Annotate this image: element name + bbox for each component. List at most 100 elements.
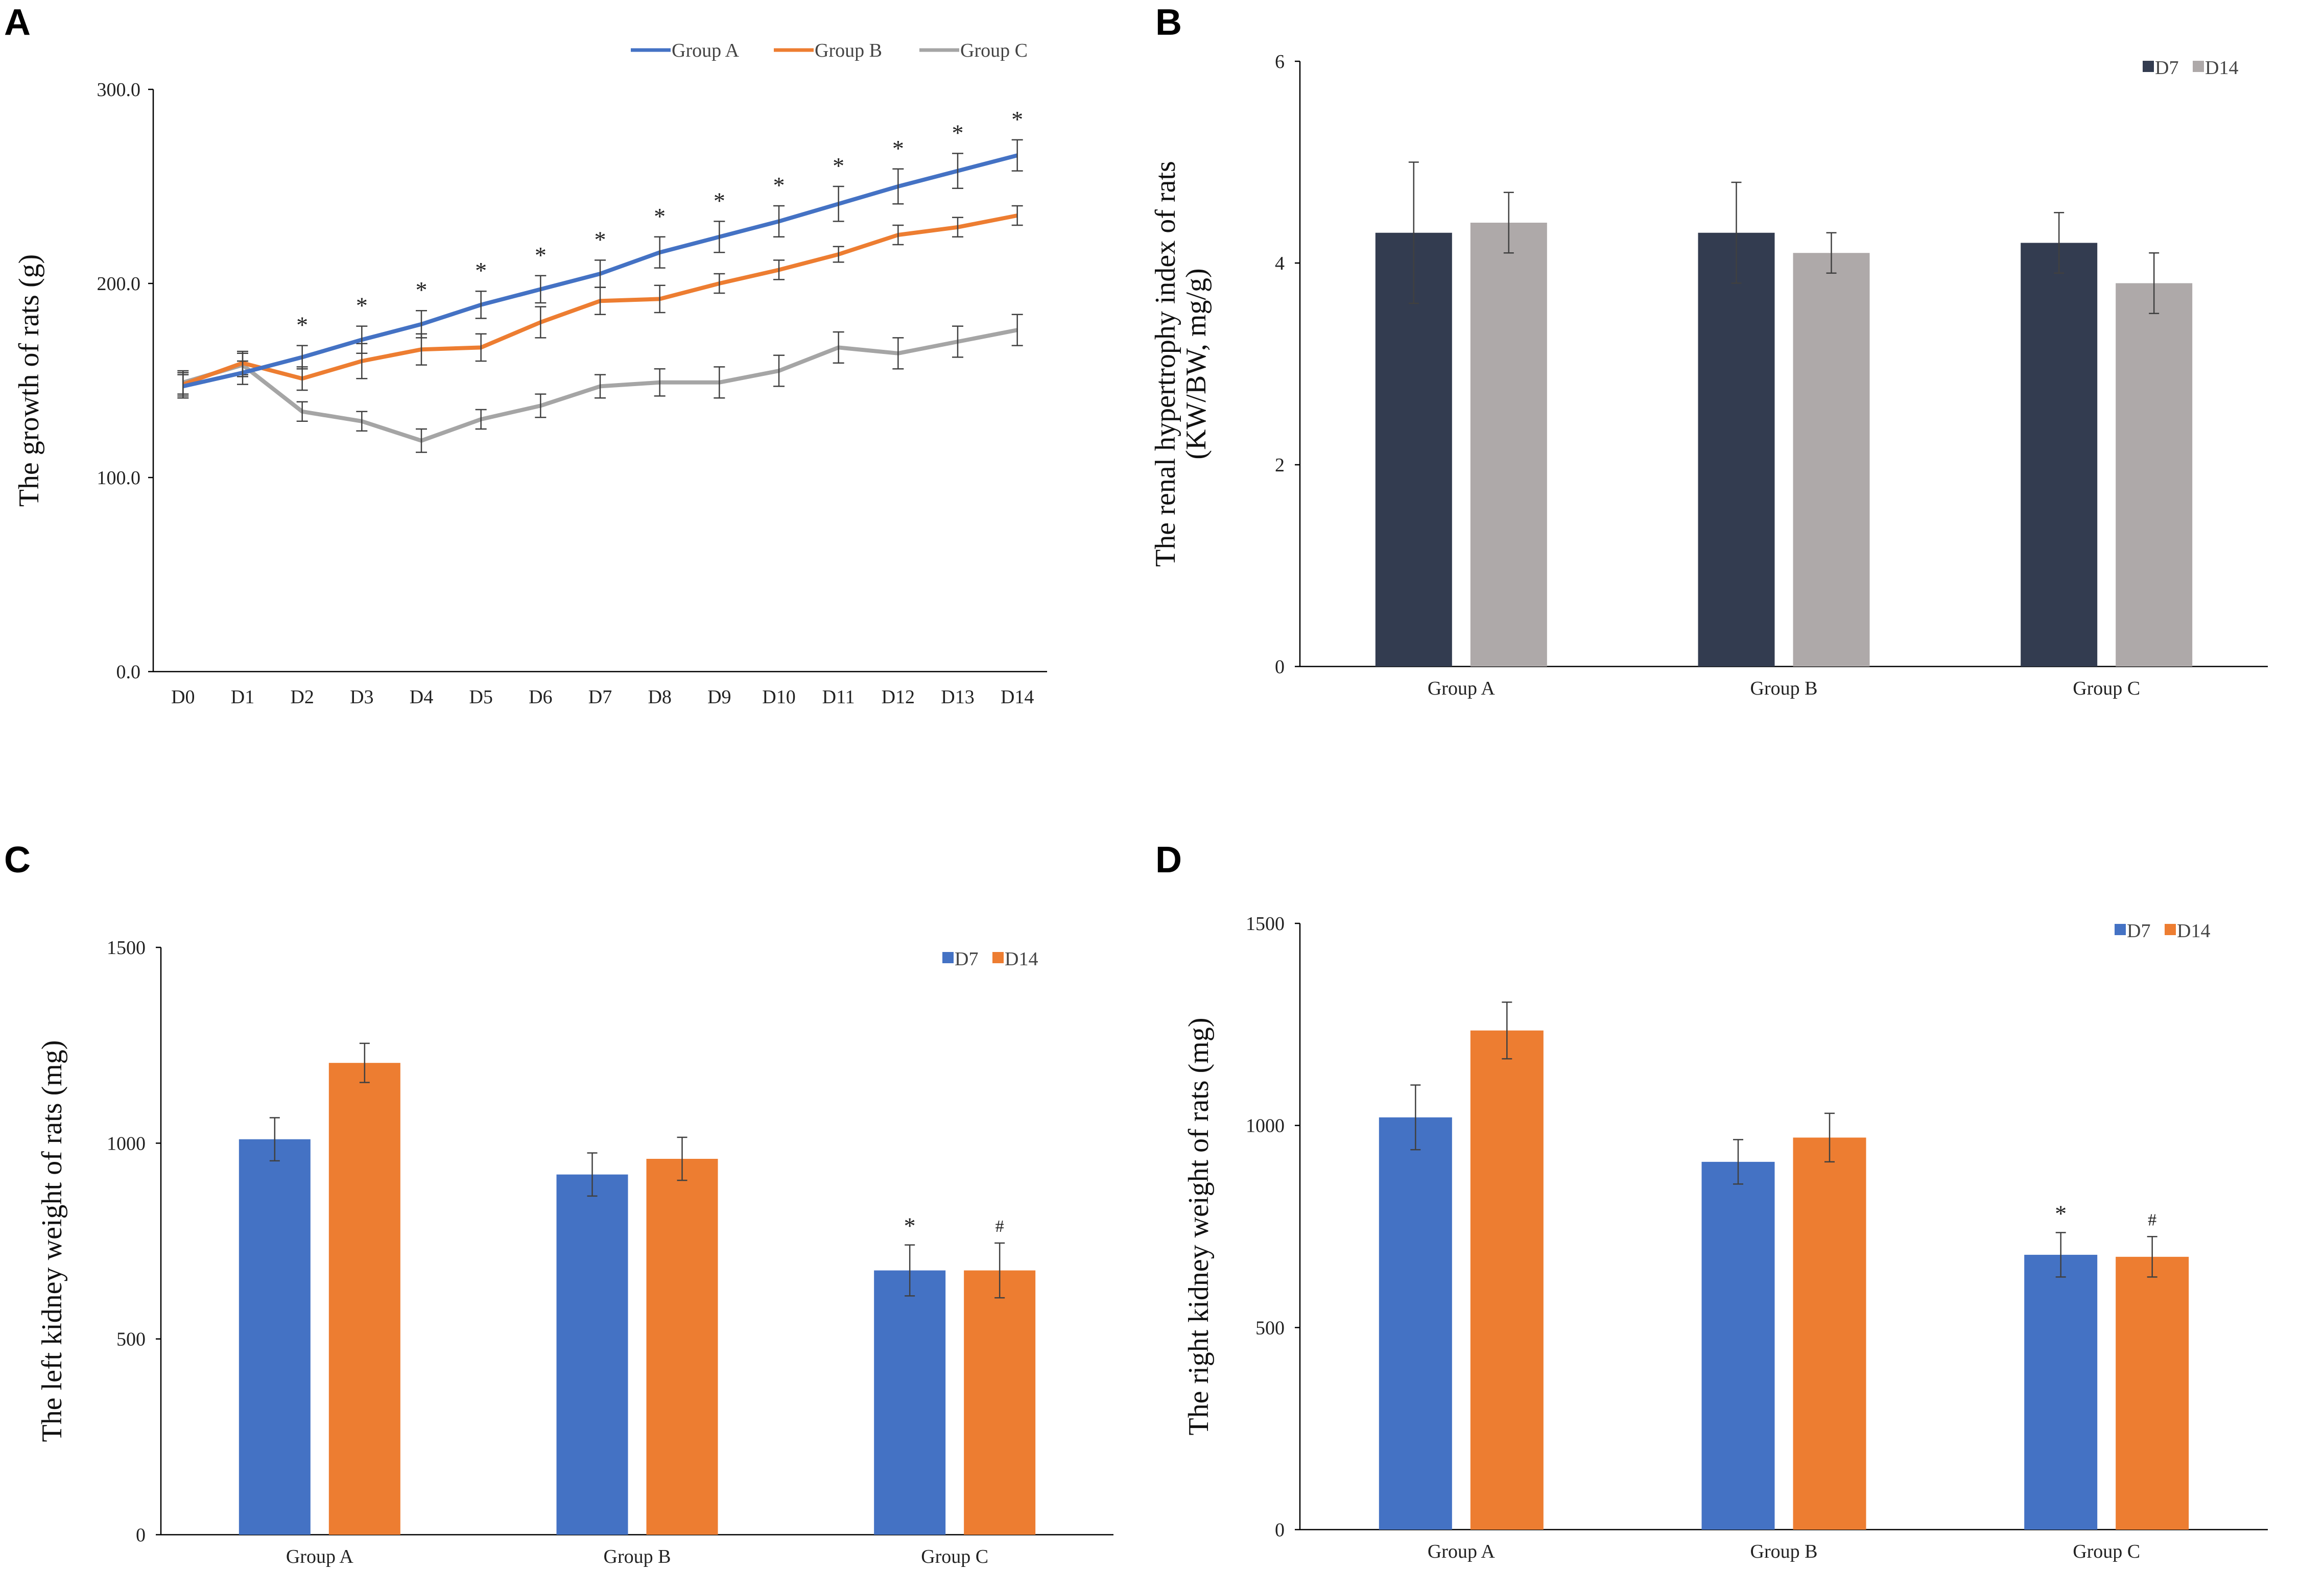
x-tick-label: D2 [290,686,314,708]
y-tick-label: 2 [1275,455,1285,476]
y-tick-label: 0 [136,1525,146,1546]
error-bar [296,345,308,370]
y-tick-label: 300.0 [97,79,141,101]
legend-swatch-d7 [2143,61,2154,72]
legend-label: D14 [1005,948,1038,970]
bar-group-a-d7 [1379,1117,1452,1530]
legend-label: Group C [960,40,1028,61]
error-bar [1410,1084,1421,1151]
x-tick-label: Group C [2073,678,2140,699]
error-bar [1824,1112,1835,1163]
x-tick-label: Group A [1428,678,1496,699]
significance-marker: * [1011,106,1023,132]
error-bar [587,1152,598,1197]
error-bar [1826,232,1837,274]
error-bar [654,236,666,269]
error-bar [677,1136,687,1181]
legend-label: D14 [2177,920,2210,942]
error-bar [1011,139,1023,172]
x-tick-label: D11 [822,686,855,708]
error-bar [416,309,427,339]
x-tick-label: D1 [231,686,254,708]
significance-marker: * [416,277,428,303]
bar-group-a-d14 [1470,1030,1544,1530]
significance-marker: * [714,187,725,213]
significance-marker: * [2055,1200,2067,1226]
x-tick-label: D5 [469,686,492,708]
significance-marker: * [904,1213,916,1239]
error-bar [475,333,487,362]
error-bar [1503,192,1514,254]
error-bar [994,1242,1005,1299]
bar-group-b-d7 [556,1174,628,1535]
error-bar [892,337,904,370]
x-tick-label: Group B [1750,1541,1818,1562]
significance-marker: * [773,172,785,198]
significance-marker: * [356,293,368,319]
y-tick-label: 1000 [1246,1115,1285,1137]
bar-group-b-d7 [1701,1161,1775,1530]
error-bar [833,246,844,263]
bar-group-c-d7 [874,1270,946,1535]
error-bar [2054,212,2065,274]
x-tick-label: Group C [2073,1541,2140,1562]
y-tick-label: 0 [1275,656,1285,678]
x-tick-label: D13 [941,686,974,708]
error-bar [359,1042,370,1083]
y-axis-title: The right kidney weight of rats (mg) [1183,1017,1215,1435]
x-tick-label: D6 [529,686,552,708]
error-bar [269,1117,280,1162]
error-bar [773,205,785,238]
error-bar [296,401,308,422]
x-tick-label: D7 [588,686,612,708]
y-tick-label: 100.0 [97,467,141,489]
error-bar [475,290,487,319]
error-bar [1733,1139,1743,1185]
error-bar [714,221,725,253]
error-bar [2149,252,2160,314]
bar-group-a-d7 [239,1139,311,1535]
error-bar [952,217,963,238]
significance-marker: * [595,226,606,252]
significance-marker: * [952,120,964,146]
error-bar [833,331,844,364]
error-bar [595,259,606,288]
error-bar [892,168,904,205]
x-tick-label: D12 [882,686,915,708]
significance-marker: * [475,257,487,283]
x-tick-label: Group B [1750,678,1818,699]
panel-letter-a: A [4,2,31,43]
legend-label: Group A [672,40,740,61]
error-bar [654,284,666,314]
significance-marker: # [2148,1210,2156,1229]
panel-a-line-chart: A 0.0 100.0 200.0 300.0 D0 D1 D2 D3 D4 D5 D6 D7 D8 D9… [4,2,1047,708]
y-tick-label: 1000 [107,1133,146,1154]
bar-group-a-d7 [1375,232,1452,666]
x-tick-label: Group C [921,1546,988,1567]
legend-swatch-d14 [2193,61,2204,72]
y-axis-title: The growth of rats (g) [13,254,45,507]
x-tick-label: D4 [410,686,433,708]
y-axis-title: The renal hypertrophy index of rats [1150,161,1181,567]
error-bar [475,409,487,430]
bar-group-a-d14 [328,1063,400,1535]
error-bar [714,273,725,294]
significance-marker: * [833,153,844,179]
legend-swatch-d14 [2165,924,2176,935]
y-axis-title: The left kidney weight of rats (mg) [36,1040,68,1442]
error-bar [1011,314,1023,346]
bar-group-c-d14 [964,1270,1036,1535]
y-tick-label: 0.0 [116,661,141,683]
legend-label: D7 [2155,57,2178,79]
x-tick-label: Group B [604,1546,671,1567]
error-bar [2147,1236,2157,1278]
y-tick-label: 1500 [1246,913,1285,935]
significance-marker: # [995,1217,1004,1236]
legend-label: D7 [955,948,978,970]
x-tick-label: D14 [1001,686,1034,708]
error-bar [2055,1232,2066,1278]
bar-group-b-d7 [1698,232,1775,666]
legend-swatch-d7 [2115,924,2126,935]
error-bar [773,259,785,280]
significance-marker: * [654,203,666,229]
